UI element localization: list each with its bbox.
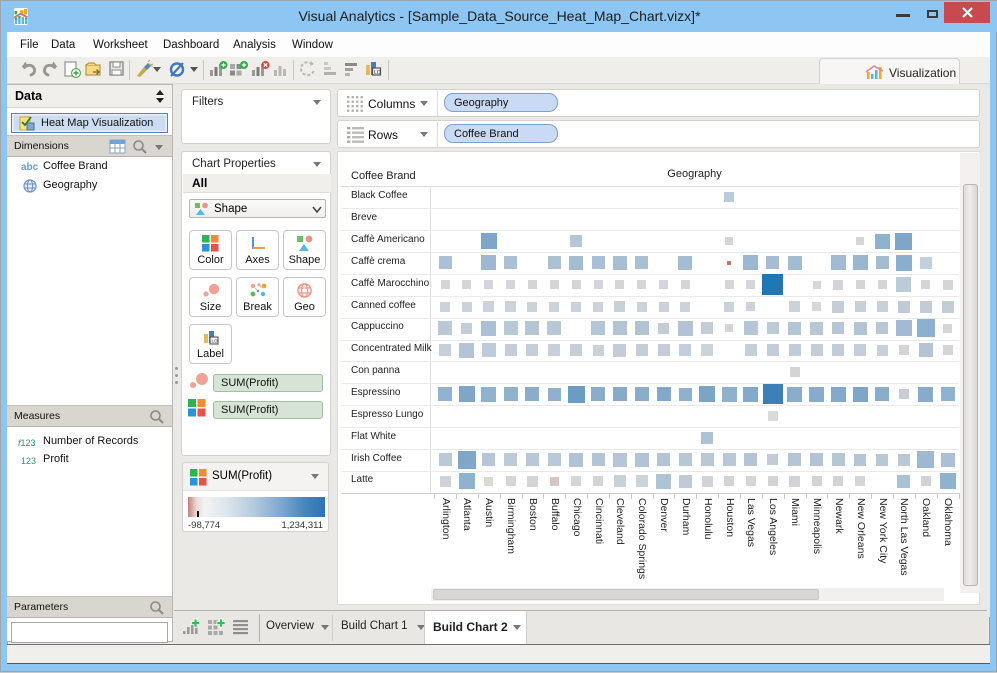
svg-text:LO: LO	[374, 70, 381, 76]
svg-text:LO: LO	[211, 339, 218, 344]
